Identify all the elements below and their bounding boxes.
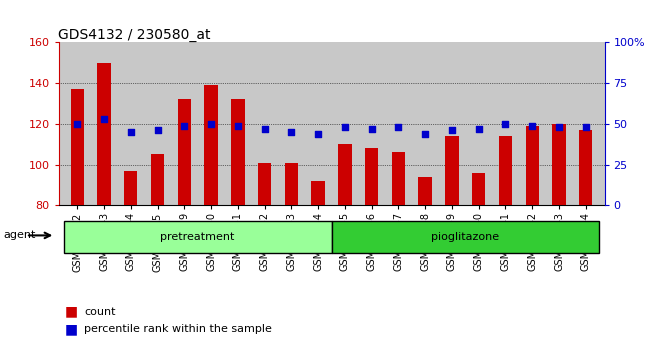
Point: [125, 129, 136, 135]
Bar: [579, 130, 592, 354]
Bar: [472, 173, 486, 354]
Bar: [204, 85, 218, 354]
Point: [500, 121, 511, 127]
Text: ■: ■: [65, 304, 78, 319]
FancyBboxPatch shape: [332, 221, 599, 253]
Point: [179, 123, 190, 129]
Point: [233, 123, 243, 129]
Bar: [552, 124, 566, 354]
Point: [393, 124, 404, 130]
Bar: [338, 144, 352, 354]
Bar: [285, 162, 298, 354]
Text: agent: agent: [3, 230, 36, 240]
Point: [527, 123, 538, 129]
Point: [580, 124, 591, 130]
Point: [313, 131, 323, 137]
Point: [286, 129, 296, 135]
Bar: [258, 162, 271, 354]
Bar: [71, 89, 84, 354]
Bar: [151, 154, 164, 354]
Text: GDS4132 / 230580_at: GDS4132 / 230580_at: [58, 28, 211, 42]
Bar: [392, 152, 405, 354]
Point: [259, 126, 270, 132]
Point: [447, 127, 457, 133]
Point: [152, 127, 162, 133]
Text: percentile rank within the sample: percentile rank within the sample: [84, 324, 272, 334]
Bar: [499, 136, 512, 354]
Point: [367, 126, 377, 132]
Text: ■: ■: [65, 322, 78, 336]
Bar: [419, 177, 432, 354]
Point: [99, 116, 109, 122]
Bar: [231, 99, 244, 354]
Bar: [365, 148, 378, 354]
Bar: [526, 126, 539, 354]
Point: [72, 121, 83, 127]
Point: [554, 124, 564, 130]
Point: [473, 126, 484, 132]
Bar: [177, 99, 191, 354]
Point: [340, 124, 350, 130]
Text: pioglitazone: pioglitazone: [431, 232, 499, 242]
Text: count: count: [84, 307, 116, 316]
Bar: [98, 63, 111, 354]
Point: [420, 131, 430, 137]
Bar: [124, 171, 137, 354]
Bar: [445, 136, 459, 354]
FancyBboxPatch shape: [64, 221, 332, 253]
Point: [206, 121, 216, 127]
Text: pretreatment: pretreatment: [161, 232, 235, 242]
Bar: [311, 181, 325, 354]
